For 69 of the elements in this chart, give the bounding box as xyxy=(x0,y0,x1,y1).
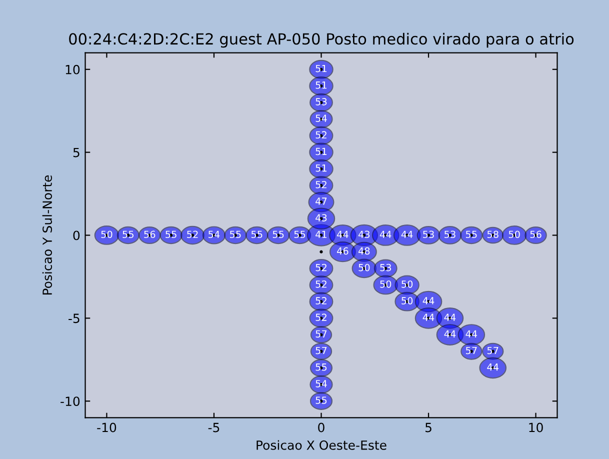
annotation: 55 xyxy=(272,230,284,238)
annotation: 43 xyxy=(358,230,370,238)
annotation: 51 xyxy=(316,82,327,89)
annotation: 53 xyxy=(423,230,434,238)
annotation: 53 xyxy=(380,264,392,272)
annotation: 57 xyxy=(466,346,477,354)
annotation: 52 xyxy=(316,297,326,304)
annotation: 55 xyxy=(166,230,176,238)
annotation: 51 xyxy=(316,164,327,172)
annotation: 55 xyxy=(316,396,327,404)
annotation: 44 xyxy=(422,314,434,321)
annotation: 52 xyxy=(316,264,326,272)
annotation: 51 xyxy=(316,148,327,156)
annotation: 50 xyxy=(508,230,520,238)
y-tick-label: 5 xyxy=(73,148,80,158)
annotation: 57 xyxy=(316,346,327,354)
annotation: 52 xyxy=(316,131,326,139)
annotation: 50 xyxy=(402,297,413,304)
annotation: 55 xyxy=(122,230,134,238)
annotation: 55 xyxy=(251,230,262,238)
annotation: 44 xyxy=(380,230,392,238)
point xyxy=(320,250,323,254)
x-tick-label: -10 xyxy=(97,422,116,432)
annotation: 50 xyxy=(402,280,413,288)
annotation: 56 xyxy=(530,230,542,238)
x-axis-title: Posicao X Oeste-Este xyxy=(256,440,386,450)
y-tick-label: 10 xyxy=(66,64,80,74)
annotation: 53 xyxy=(444,230,456,238)
annotation: 54 xyxy=(208,230,220,238)
annotation: 52 xyxy=(316,180,326,188)
annotation: 46 xyxy=(336,247,348,255)
annotation: 51 xyxy=(316,64,327,72)
annotation: 55 xyxy=(316,364,327,371)
annotation: 48 xyxy=(358,247,370,255)
annotation: 50 xyxy=(101,230,112,238)
annotation: 50 xyxy=(358,264,370,272)
annotation: 53 xyxy=(316,98,327,106)
y-tick-label: -5 xyxy=(68,314,80,324)
annotation: 52 xyxy=(316,314,326,321)
annotation: 44 xyxy=(336,230,348,238)
y-tick-label: 0 xyxy=(73,230,80,240)
annotation: 55 xyxy=(466,230,477,238)
annotation: 44 xyxy=(466,330,478,338)
y-axis-title: Posicao Y Sul-Norte xyxy=(42,175,52,295)
annotation: 43 xyxy=(316,214,327,222)
annotation: 41 xyxy=(316,230,327,238)
annotation: 44 xyxy=(401,230,413,238)
annotation: 44 xyxy=(444,314,456,321)
x-tick-label: -5 xyxy=(208,422,220,432)
annotation: 44 xyxy=(487,364,499,371)
annotation: 56 xyxy=(144,230,156,238)
annotation: 57 xyxy=(316,330,327,338)
x-tick-label: 5 xyxy=(426,422,432,432)
annotation: 52 xyxy=(187,230,198,238)
annotation: 55 xyxy=(294,230,306,238)
annotation: 57 xyxy=(487,346,498,354)
chart-title: 00:24:C4:2D:2C:E2 guest AP-050 Posto medico virado para o atrio xyxy=(69,32,574,48)
x-tick-label: 0 xyxy=(318,422,324,432)
annotation: 50 xyxy=(380,280,392,288)
annotation: 54 xyxy=(316,114,327,122)
annotation: 58 xyxy=(487,230,498,238)
annotation: 44 xyxy=(422,297,434,304)
annotation: 47 xyxy=(316,198,327,205)
x-tick-label: 10 xyxy=(529,422,543,432)
annotation: 54 xyxy=(316,380,327,388)
annotation: 44 xyxy=(444,330,456,338)
annotation: 52 xyxy=(316,280,326,288)
annotation: 55 xyxy=(230,230,241,238)
y-tick-label: -10 xyxy=(60,396,80,406)
